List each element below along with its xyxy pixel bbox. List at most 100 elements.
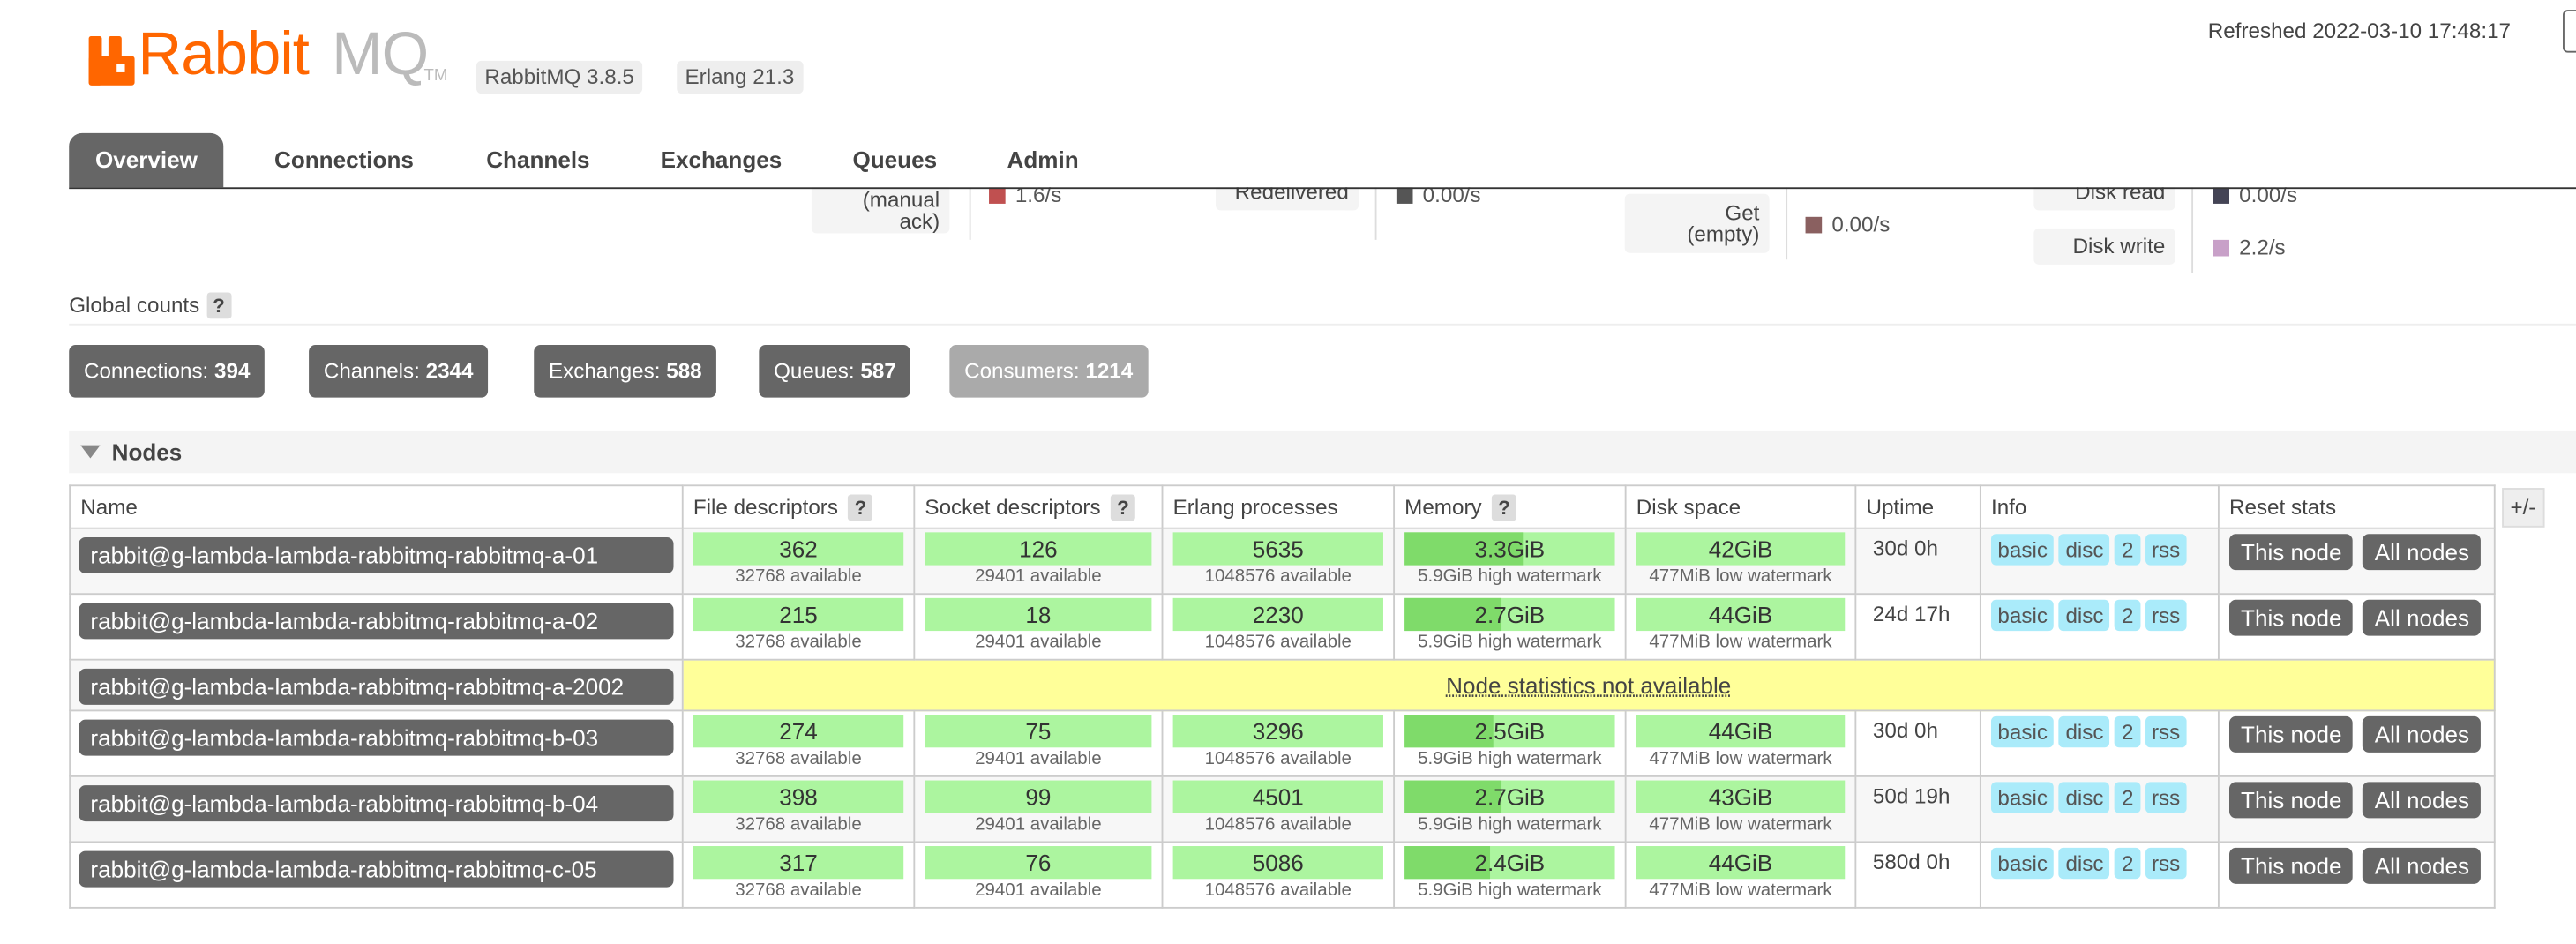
socket-descriptors-bar: 76: [925, 846, 1152, 880]
refresh-interval-select[interactable]: [2563, 10, 2576, 53]
count-exchanges[interactable]: Exchanges: 588: [534, 345, 717, 398]
node-name-link[interactable]: rabbit@g-lambda-lambda-rabbitmq-rabbitmq…: [79, 850, 674, 888]
reset-this-node-button[interactable]: This node: [2229, 599, 2354, 636]
disk-space-limit: 477MiB low watermark: [1649, 880, 1832, 901]
info-pill-schedulers: 2: [2115, 715, 2140, 748]
disk-space-value: 44GiB: [1708, 601, 1773, 628]
memory-bar: 3.3GiB: [1404, 532, 1615, 566]
count-connections[interactable]: Connections: 394: [69, 345, 266, 398]
node-row: rabbit@g-lambda-lambda-rabbitmq-rabbitmq…: [69, 709, 2496, 777]
logo-text-rabbit: Rabbit: [138, 19, 310, 87]
socket-descriptors-value: 75: [1025, 717, 1052, 745]
tab-queues[interactable]: Queues: [852, 146, 938, 173]
columns-toggle-button[interactable]: +/-: [2502, 488, 2544, 528]
socket-descriptors-help-button[interactable]: ?: [1110, 493, 1136, 521]
erlang-processes-limit: 1048576 available: [1204, 749, 1352, 769]
info-pill-disc: disc: [2059, 599, 2110, 632]
node-name-link[interactable]: rabbit@g-lambda-lambda-rabbitmq-rabbitmq…: [79, 785, 674, 822]
disk-space-cell: 44GiB 477MiB low watermark: [1624, 593, 1857, 661]
manual-ack-swatch: [989, 187, 1006, 204]
disk-space-value: 42GiB: [1708, 536, 1773, 562]
col-reset-stats: Reset stats: [2217, 484, 2496, 529]
info-cell: basic disc 2 rss: [1979, 709, 2220, 777]
col-uptime: Uptime: [1854, 484, 1981, 529]
col-name: Name: [69, 484, 684, 529]
erlang-processes-bar: 3296: [1172, 715, 1383, 748]
memory-bar: 2.7GiB: [1404, 597, 1615, 632]
file-descriptors-cell: 398 32768 available: [681, 775, 916, 843]
col-info: Info: [1979, 484, 2220, 529]
reset-this-node-button[interactable]: This node: [2229, 715, 2354, 753]
col-erlang-processes: Erlang processes: [1161, 484, 1396, 529]
reset-this-node-button[interactable]: This node: [2229, 847, 2354, 884]
stat-value-disk-write: 2.2/s: [2213, 235, 2286, 259]
node-name-cell: rabbit@g-lambda-lambda-rabbitmq-rabbitmq…: [69, 841, 684, 909]
uptime-cell: 30d 0h: [1854, 709, 1981, 777]
file-descriptors-limit: 32768 available: [735, 632, 862, 653]
tab-overview[interactable]: Overview: [69, 132, 224, 188]
disk-space-bar: 42GiB: [1636, 532, 1846, 566]
info-pill-rss: rss: [2145, 534, 2187, 566]
erlang-processes-cell: 2230 1048576 available: [1161, 593, 1396, 661]
file-descriptors-value: 274: [779, 717, 818, 745]
uptime-value: 580d 0h: [1872, 849, 1951, 874]
node-name-link[interactable]: rabbit@g-lambda-lambda-rabbitmq-rabbitmq…: [79, 668, 674, 705]
reset-all-nodes-button[interactable]: All nodes: [2363, 715, 2482, 753]
tab-connections[interactable]: Connections: [273, 146, 414, 173]
memory-bar: 2.4GiB: [1404, 846, 1615, 880]
memory-help-button[interactable]: ?: [1491, 493, 1517, 521]
stat-label-disk-write: Disk write: [2033, 228, 2175, 265]
collapse-triangle-icon[interactable]: [80, 445, 101, 459]
socket-descriptors-limit: 29401 available: [975, 566, 1102, 587]
disk-space-bar: 44GiB: [1636, 597, 1846, 632]
reset-stats-cell: This node All nodes: [2217, 841, 2496, 909]
erlang-processes-cell: 5635 1048576 available: [1161, 527, 1396, 596]
reset-this-node-button[interactable]: This node: [2229, 782, 2354, 819]
tab-admin[interactable]: Admin: [1007, 146, 1079, 173]
node-name-link[interactable]: rabbit@g-lambda-lambda-rabbitmq-rabbitmq…: [79, 603, 674, 640]
reset-all-nodes-button[interactable]: All nodes: [2363, 534, 2482, 571]
redelivered-swatch: [1396, 187, 1413, 204]
reset-all-nodes-button[interactable]: All nodes: [2363, 782, 2482, 819]
erlang-processes-value: 5635: [1252, 536, 1304, 562]
file-descriptors-help-button[interactable]: ?: [848, 493, 873, 521]
nodes-table: Name File descriptors? Socket descriptor…: [69, 484, 2496, 909]
tab-channels[interactable]: Channels: [486, 146, 590, 173]
socket-descriptors-bar: 18: [925, 597, 1152, 632]
global-counts-help-button[interactable]: ?: [206, 292, 232, 319]
info-pill-disc: disc: [2059, 534, 2110, 566]
erlang-processes-value: 3296: [1252, 717, 1304, 745]
count-channels[interactable]: Channels: 2344: [309, 345, 489, 398]
disk-space-value: 43GiB: [1708, 783, 1773, 811]
uptime-cell: 24d 17h: [1854, 593, 1981, 661]
reset-all-nodes-button[interactable]: All nodes: [2363, 847, 2482, 884]
node-row: rabbit@g-lambda-lambda-rabbitmq-rabbitmq…: [69, 527, 2496, 596]
file-descriptors-limit: 32768 available: [735, 749, 862, 769]
uptime-cell: 50d 19h: [1854, 775, 1981, 843]
info-pill-schedulers: 2: [2115, 782, 2140, 813]
count-queues[interactable]: Queues: 587: [759, 345, 911, 398]
erlang-processes-bar: 5086: [1172, 846, 1383, 880]
uptime-cell: 580d 0h: [1854, 841, 1981, 909]
reset-all-nodes-button[interactable]: All nodes: [2363, 599, 2482, 636]
erlang-processes-bar: 4501: [1172, 780, 1383, 813]
tab-exchanges[interactable]: Exchanges: [660, 146, 783, 173]
disk-read-swatch: [2213, 187, 2230, 204]
memory-value: 2.7GiB: [1474, 783, 1546, 811]
reset-this-node-button[interactable]: This node: [2229, 534, 2354, 571]
memory-bar: 2.5GiB: [1404, 715, 1615, 748]
node-name-link[interactable]: rabbit@g-lambda-lambda-rabbitmq-rabbitmq…: [79, 536, 674, 573]
disk-space-cell: 44GiB 477MiB low watermark: [1624, 841, 1857, 909]
uptime-value: 50d 19h: [1872, 783, 1951, 809]
socket-descriptors-cell: 76 29401 available: [913, 841, 1164, 909]
disk-space-bar: 44GiB: [1636, 846, 1846, 880]
socket-descriptors-cell: 126 29401 available: [913, 527, 1164, 596]
socket-descriptors-value: 76: [1025, 849, 1052, 876]
erlang-processes-value: 5086: [1252, 849, 1304, 876]
node-unavailable-message: Node statistics not available: [693, 667, 2484, 704]
node-name-cell: rabbit@g-lambda-lambda-rabbitmq-rabbitmq…: [69, 709, 684, 777]
col-disk-space: Disk space: [1624, 484, 1857, 529]
node-name-link[interactable]: rabbit@g-lambda-lambda-rabbitmq-rabbitmq…: [79, 719, 674, 756]
info-pill-disc: disc: [2059, 715, 2110, 748]
nodes-section-header[interactable]: [69, 430, 2576, 474]
